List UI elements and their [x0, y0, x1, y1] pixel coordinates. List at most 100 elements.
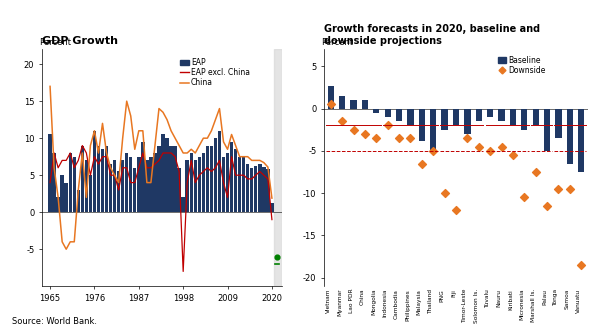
Bar — [121, 161, 124, 212]
Legend: Baseline, Downside: Baseline, Downside — [499, 56, 545, 75]
Bar — [181, 197, 185, 212]
Bar — [157, 146, 161, 212]
Text: PNG: PNG — [440, 289, 445, 301]
Bar — [169, 146, 173, 212]
Bar — [270, 203, 274, 212]
Point — [565, 186, 575, 191]
Text: China: China — [360, 289, 365, 305]
Bar — [141, 142, 145, 212]
Bar — [113, 161, 116, 212]
Text: Marshall Is.: Marshall Is. — [530, 289, 536, 322]
Bar — [234, 149, 238, 212]
Bar — [266, 168, 269, 212]
Bar — [52, 153, 56, 212]
Point — [406, 136, 415, 141]
Bar — [254, 166, 257, 212]
Bar — [238, 157, 241, 212]
Point — [485, 148, 495, 154]
Point — [394, 136, 404, 141]
Point — [371, 136, 381, 141]
Bar — [230, 142, 233, 212]
Text: Palau: Palau — [542, 289, 547, 305]
Text: Vietnam: Vietnam — [326, 289, 331, 313]
Text: Mongolia: Mongolia — [371, 289, 376, 316]
Bar — [544, 109, 550, 151]
Point — [577, 263, 586, 268]
Point — [520, 195, 529, 200]
Text: Tonga: Tonga — [553, 289, 559, 306]
Bar — [190, 153, 193, 212]
Bar — [166, 138, 169, 212]
Point — [337, 119, 347, 124]
Bar — [129, 157, 133, 212]
Bar — [173, 146, 177, 212]
Bar — [339, 96, 346, 109]
Bar — [453, 109, 459, 125]
Text: Micronesia: Micronesia — [519, 289, 524, 320]
Bar — [242, 157, 245, 212]
Bar — [476, 109, 482, 121]
Point — [463, 136, 472, 141]
Bar — [510, 109, 516, 125]
Bar — [533, 109, 539, 125]
Text: Cambodia: Cambodia — [394, 289, 399, 319]
Point — [554, 186, 563, 191]
Bar — [274, 49, 282, 286]
Bar — [328, 86, 334, 109]
Text: Fiji: Fiji — [451, 289, 456, 297]
Bar — [209, 146, 213, 212]
Bar — [499, 109, 505, 121]
Bar — [419, 109, 425, 141]
Bar — [105, 146, 108, 212]
Bar — [521, 109, 527, 130]
Bar — [64, 183, 68, 212]
Text: Myanmar: Myanmar — [337, 289, 342, 316]
Point — [474, 144, 484, 149]
Bar — [61, 175, 64, 212]
Text: Philippines: Philippines — [406, 289, 410, 320]
Text: Source: World Bank.: Source: World Bank. — [12, 317, 97, 326]
Point — [531, 169, 541, 175]
Text: Percent: Percent — [40, 38, 71, 47]
Bar — [97, 146, 100, 212]
Bar — [125, 153, 128, 212]
Bar — [566, 109, 573, 164]
Bar — [206, 146, 209, 212]
Bar — [73, 157, 76, 212]
Bar — [80, 146, 84, 212]
Bar — [246, 164, 250, 212]
Bar — [101, 149, 104, 212]
Point — [349, 127, 358, 132]
Bar — [214, 138, 217, 212]
Point — [497, 144, 506, 149]
Point — [451, 208, 461, 213]
Text: Nauru: Nauru — [497, 289, 502, 307]
Bar — [161, 135, 165, 212]
Point — [272, 254, 282, 259]
Text: Malaysia: Malaysia — [417, 289, 422, 315]
Text: Thailand: Thailand — [428, 289, 433, 314]
Bar — [218, 131, 221, 212]
Bar — [487, 109, 493, 117]
Point — [508, 152, 518, 158]
Point — [428, 148, 438, 154]
Bar — [133, 168, 136, 212]
Bar — [185, 161, 189, 212]
Bar — [202, 153, 205, 212]
Bar — [89, 175, 92, 212]
Point — [542, 203, 552, 209]
Text: Growth forecasts in 2020, baseline and
downside projections: Growth forecasts in 2020, baseline and d… — [324, 24, 540, 46]
Point — [440, 190, 449, 196]
Point — [360, 131, 370, 137]
Text: Tuvalu: Tuvalu — [485, 289, 490, 308]
Bar — [194, 161, 197, 212]
Bar — [464, 109, 470, 134]
Bar — [222, 157, 225, 212]
Point — [383, 123, 392, 128]
Bar — [350, 100, 357, 109]
Text: Lao PDR: Lao PDR — [349, 289, 353, 314]
Text: Indonesia: Indonesia — [383, 289, 388, 317]
Bar — [56, 197, 60, 212]
Bar — [396, 109, 402, 121]
Bar — [373, 109, 379, 113]
